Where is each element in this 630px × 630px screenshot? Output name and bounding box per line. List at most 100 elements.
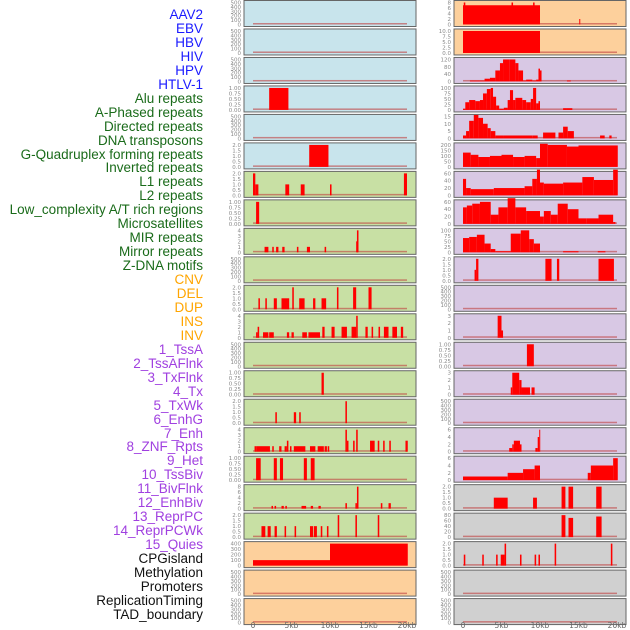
y-tick-label: 0 — [238, 336, 242, 342]
y-tick-label: 0.0 — [442, 279, 451, 285]
data-bar — [497, 315, 502, 338]
y-tick-label: 300 — [231, 9, 242, 15]
track-label: 14_ReprPCWk — [112, 523, 203, 539]
y-tick-label: 80 — [444, 65, 451, 71]
y-tick-label: 2 — [448, 17, 452, 23]
y-tick-label: 500 — [231, 599, 242, 605]
y-tick-label: 300 — [231, 579, 242, 585]
y-tick-label: 1 — [448, 328, 452, 334]
y-tick-label: 1.0 — [442, 553, 451, 559]
data-bar — [543, 183, 564, 196]
x-tick-label: 20kb — [398, 621, 417, 630]
data-bar — [306, 246, 310, 253]
data-bar — [279, 458, 284, 481]
x-tick-label: 5kb — [285, 621, 299, 630]
data-bar — [501, 330, 504, 338]
baseline — [253, 336, 407, 338]
y-tick-label: 4 — [238, 428, 242, 434]
y-tick-label: 500 — [231, 570, 242, 576]
y-tick-label: 100 — [231, 558, 242, 564]
y-tick-label: 0.50 — [229, 97, 242, 103]
y-tick-label: 300 — [231, 38, 242, 44]
data-bar — [265, 298, 267, 310]
data-bar — [273, 298, 277, 310]
y-tick-label: 20 — [444, 186, 451, 192]
track-label: AAV2 — [169, 7, 203, 22]
y-tick-label: 1.5 — [232, 519, 241, 525]
y-tick-label: 500 — [441, 599, 452, 605]
data-bar — [490, 131, 496, 139]
data-bar — [466, 131, 470, 139]
y-tick-label: 0 — [238, 564, 242, 570]
data-bar — [469, 236, 477, 253]
track-label: A-Phased repeats — [94, 104, 203, 120]
data-bar — [543, 211, 551, 224]
y-tick-label: 200 — [441, 412, 452, 418]
track-label: Alu repeats — [134, 90, 203, 106]
track-panel — [243, 28, 417, 56]
data-bar — [523, 80, 527, 82]
y-tick-label: 2.5 — [442, 45, 451, 51]
data-bar — [302, 332, 307, 338]
y-tick-label: 0 — [448, 222, 452, 228]
y-tick-label: 0 — [448, 336, 452, 342]
y-tick-label: 300 — [231, 351, 242, 357]
y-tick-label: 0.0 — [232, 193, 241, 199]
data-bar — [321, 298, 327, 310]
baseline — [253, 535, 407, 538]
data-bar — [475, 101, 480, 110]
y-tick-label: 4 — [448, 12, 452, 18]
baseline — [463, 621, 617, 623]
data-bar — [487, 128, 491, 139]
y-tick-label: 40 — [444, 524, 451, 530]
data-bar — [500, 554, 505, 566]
data-bar — [538, 554, 540, 566]
data-bar — [526, 79, 533, 82]
baseline — [253, 393, 407, 395]
data-bar — [590, 465, 614, 481]
y-tick-label: 300 — [441, 607, 452, 613]
data-bar — [269, 332, 274, 338]
data-bar — [269, 87, 289, 110]
track-label: HBV — [175, 34, 203, 50]
track-label: 9_Het — [166, 453, 203, 469]
y-tick-label: 3 — [448, 314, 452, 320]
data-bar — [510, 387, 513, 395]
track-label: CPGisland — [138, 551, 203, 567]
data-bar — [463, 554, 466, 566]
y-tick-label: 0.0 — [442, 51, 451, 57]
data-bar — [495, 135, 504, 139]
data-bar — [478, 157, 490, 167]
data-bar — [330, 543, 408, 566]
y-tick-label: 1.5 — [232, 405, 241, 411]
data-bar — [582, 177, 594, 196]
y-tick-label: 500 — [231, 1, 242, 7]
y-tick-label: 2 — [238, 239, 242, 245]
track-label: 15_Quies — [145, 537, 203, 553]
y-tick-label: 40 — [444, 72, 451, 78]
y-tick-label: 0.25 — [229, 473, 242, 479]
data-bar — [543, 132, 556, 139]
data-bar — [578, 145, 618, 167]
data-bar — [392, 326, 397, 338]
data-bar — [355, 503, 357, 509]
data-bar — [532, 80, 537, 82]
y-tick-label: 0 — [448, 592, 452, 598]
data-bar — [365, 326, 368, 338]
y-tick-label: 100 — [231, 47, 242, 53]
y-tick-label: 0 — [238, 23, 242, 29]
data-bar — [538, 68, 540, 82]
y-tick-label: 120 — [441, 57, 452, 63]
data-bar — [293, 446, 306, 452]
data-bar — [310, 505, 314, 509]
data-bar — [540, 143, 548, 167]
y-tick-label: 400 — [441, 290, 452, 296]
data-bar — [463, 5, 540, 25]
data-bar — [336, 287, 339, 310]
data-bar — [539, 429, 541, 452]
y-tick-label: 400 — [441, 603, 452, 609]
baseline — [253, 136, 407, 139]
data-bar — [507, 472, 524, 481]
data-bar — [463, 2, 466, 25]
data-bar — [356, 429, 358, 452]
